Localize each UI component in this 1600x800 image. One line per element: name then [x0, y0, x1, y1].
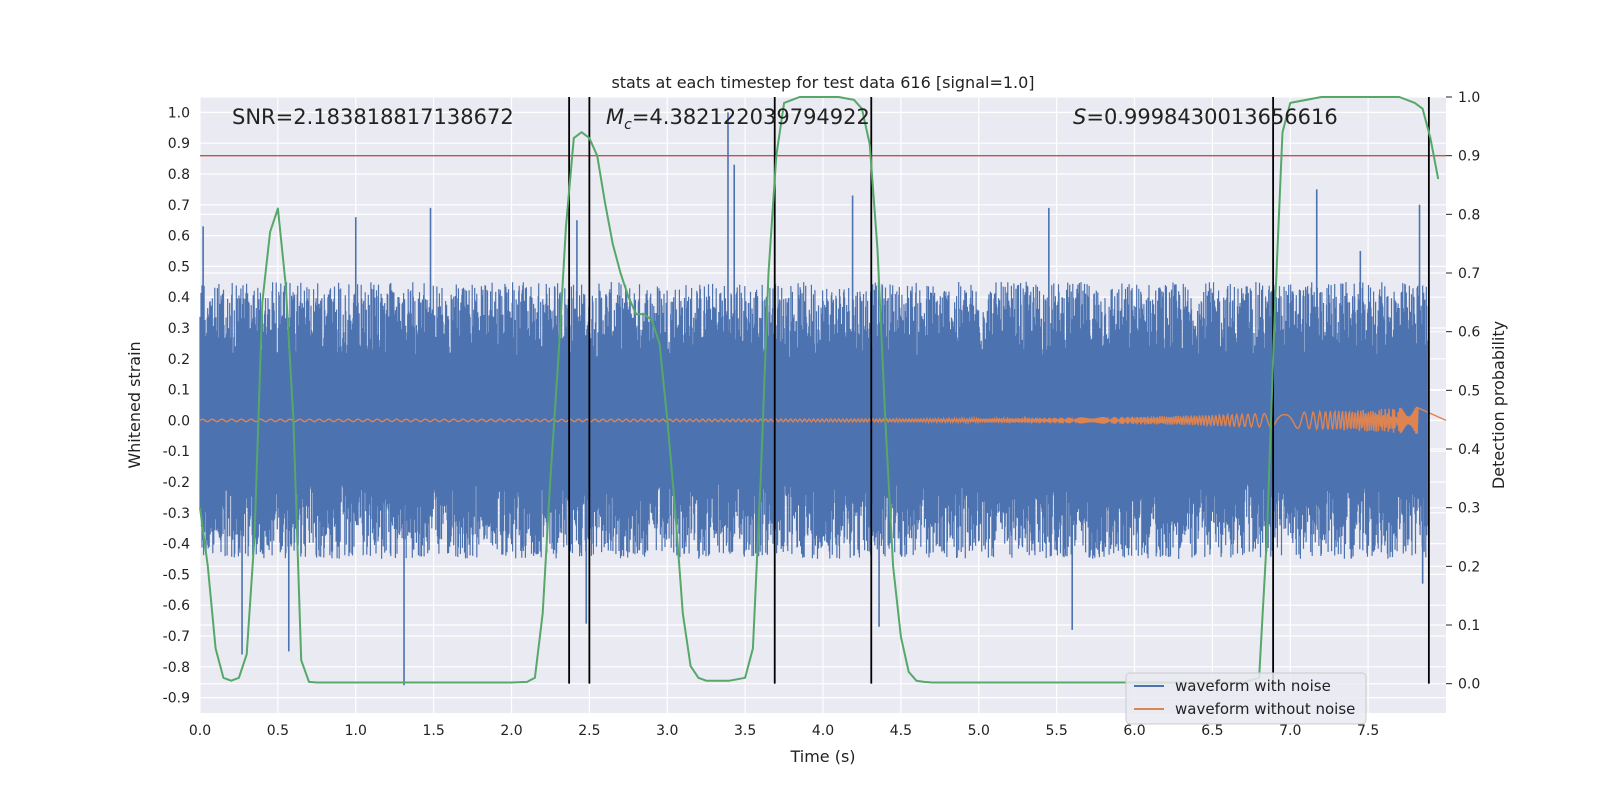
mc-value: =4.382122039794922	[632, 105, 870, 129]
x-tick-label: 3.5	[734, 723, 756, 739]
y-tick-label: 0.1	[168, 383, 190, 399]
waveform-without-noise	[199, 406, 1447, 435]
detection-probability-line	[199, 96, 1440, 684]
y-tick-label: 0.8	[168, 167, 190, 183]
x-tick-label: 7.0	[1279, 723, 1301, 739]
y-tick-label: -0.8	[163, 660, 190, 676]
y-tick-label: 0.6	[168, 229, 190, 245]
x-tick-label: 7.5	[1357, 723, 1379, 739]
x-tick-label: 6.0	[1123, 723, 1145, 739]
x-tick-labels: 0.0 0.5 1.0 1.5 2.0 2.5 3.0 3.5 4.0 4.5 5.0 5.5 6.0 6…	[189, 723, 1379, 739]
y-right-tick-label: 0.3	[1458, 501, 1480, 517]
x-tick-label: 5.5	[1045, 723, 1067, 739]
x-tick-label: 1.5	[422, 723, 444, 739]
y-right-axis-label: Detection probability	[1489, 321, 1508, 489]
y-right-tick-label: 0.7	[1458, 266, 1480, 282]
y-tick-label: -0.9	[163, 691, 190, 707]
y-tick-label: -0.5	[163, 567, 190, 583]
x-tick-label: 4.0	[812, 723, 834, 739]
legend: waveform with noise waveform without noi…	[1125, 672, 1367, 725]
s-annotation: S=0.9998430013656616	[1073, 105, 1338, 129]
y-tick-label: -0.6	[163, 598, 190, 614]
y-right-tick-label: 0.9	[1458, 149, 1480, 165]
x-tick-label: 3.0	[656, 723, 678, 739]
y-tick-label: -0.1	[163, 444, 190, 460]
s-value: =0.9998430013656616	[1086, 105, 1337, 129]
y-tick-label: 0.5	[168, 259, 190, 275]
y-right-tick-label: 0.0	[1458, 677, 1480, 693]
s-symbol: S	[1073, 105, 1086, 129]
x-tick-label: 0.0	[189, 723, 211, 739]
y-tick-label: -0.7	[163, 629, 190, 645]
x-tick-label: 5.0	[968, 723, 990, 739]
legend-label-clean: waveform without noise	[1175, 700, 1355, 718]
y-tick-labels: 1.0 0.9 0.8 0.7 0.6 0.5 0.4 0.3 0.2 0.1 0.0 -0.1 -0.…	[163, 105, 190, 706]
x-tick-label: 1.0	[345, 723, 367, 739]
legend-box	[1125, 672, 1367, 725]
x-tick-label: 2.0	[500, 723, 522, 739]
y-tick-label: 0.7	[168, 198, 190, 214]
x-tick-label: 4.5	[890, 723, 912, 739]
y-axis-label: Whitened strain	[125, 341, 144, 468]
probability-trace	[199, 96, 1440, 684]
y-tick-label: 0.0	[168, 413, 190, 429]
y-right-tick-label: 0.1	[1458, 618, 1480, 634]
x-axis-label: Time (s)	[789, 747, 855, 766]
mc-subscript: c	[624, 117, 632, 133]
y-tick-label: -0.3	[163, 506, 190, 522]
x-tick-label: 2.5	[578, 723, 600, 739]
y-right-tick-label: 0.8	[1458, 207, 1480, 223]
y-right-tick-label: 0.4	[1458, 442, 1480, 458]
y-tick-label: 0.2	[168, 352, 190, 368]
y-tick-label: 0.4	[168, 290, 190, 306]
y-tick-label: 0.3	[168, 321, 190, 337]
clean-trace	[199, 406, 1447, 435]
y-tick-label: -0.4	[163, 537, 190, 553]
x-tick-label: 6.5	[1201, 723, 1223, 739]
y-tick-label: 0.9	[168, 136, 190, 152]
mc-symbol: M	[606, 105, 624, 129]
y-right-tick-label: 0.6	[1458, 325, 1480, 341]
chirp-mass-annotation: Mc=4.382122039794922	[606, 105, 870, 133]
noise-trace	[199, 281, 1428, 559]
waveform-with-noise	[199, 112, 1428, 686]
y-right-tick-label: 1.0	[1458, 90, 1480, 106]
y-right-tick-labels: 1.0 0.9 0.8 0.7 0.6 0.5 0.4 0.3 0.2 0.1 0.0	[1446, 90, 1480, 693]
y-right-tick-label: 0.2	[1458, 559, 1480, 575]
snr-annotation: SNR=2.183818817138672	[232, 105, 514, 129]
y-tick-label: 1.0	[168, 105, 190, 121]
y-right-tick-label: 0.5	[1458, 383, 1480, 399]
x-tick-label: 0.5	[267, 723, 289, 739]
chart-title: stats at each timestep for test data 616…	[611, 73, 1034, 92]
legend-label-noise: waveform with noise	[1175, 677, 1331, 695]
y-tick-label: -0.2	[163, 475, 190, 491]
